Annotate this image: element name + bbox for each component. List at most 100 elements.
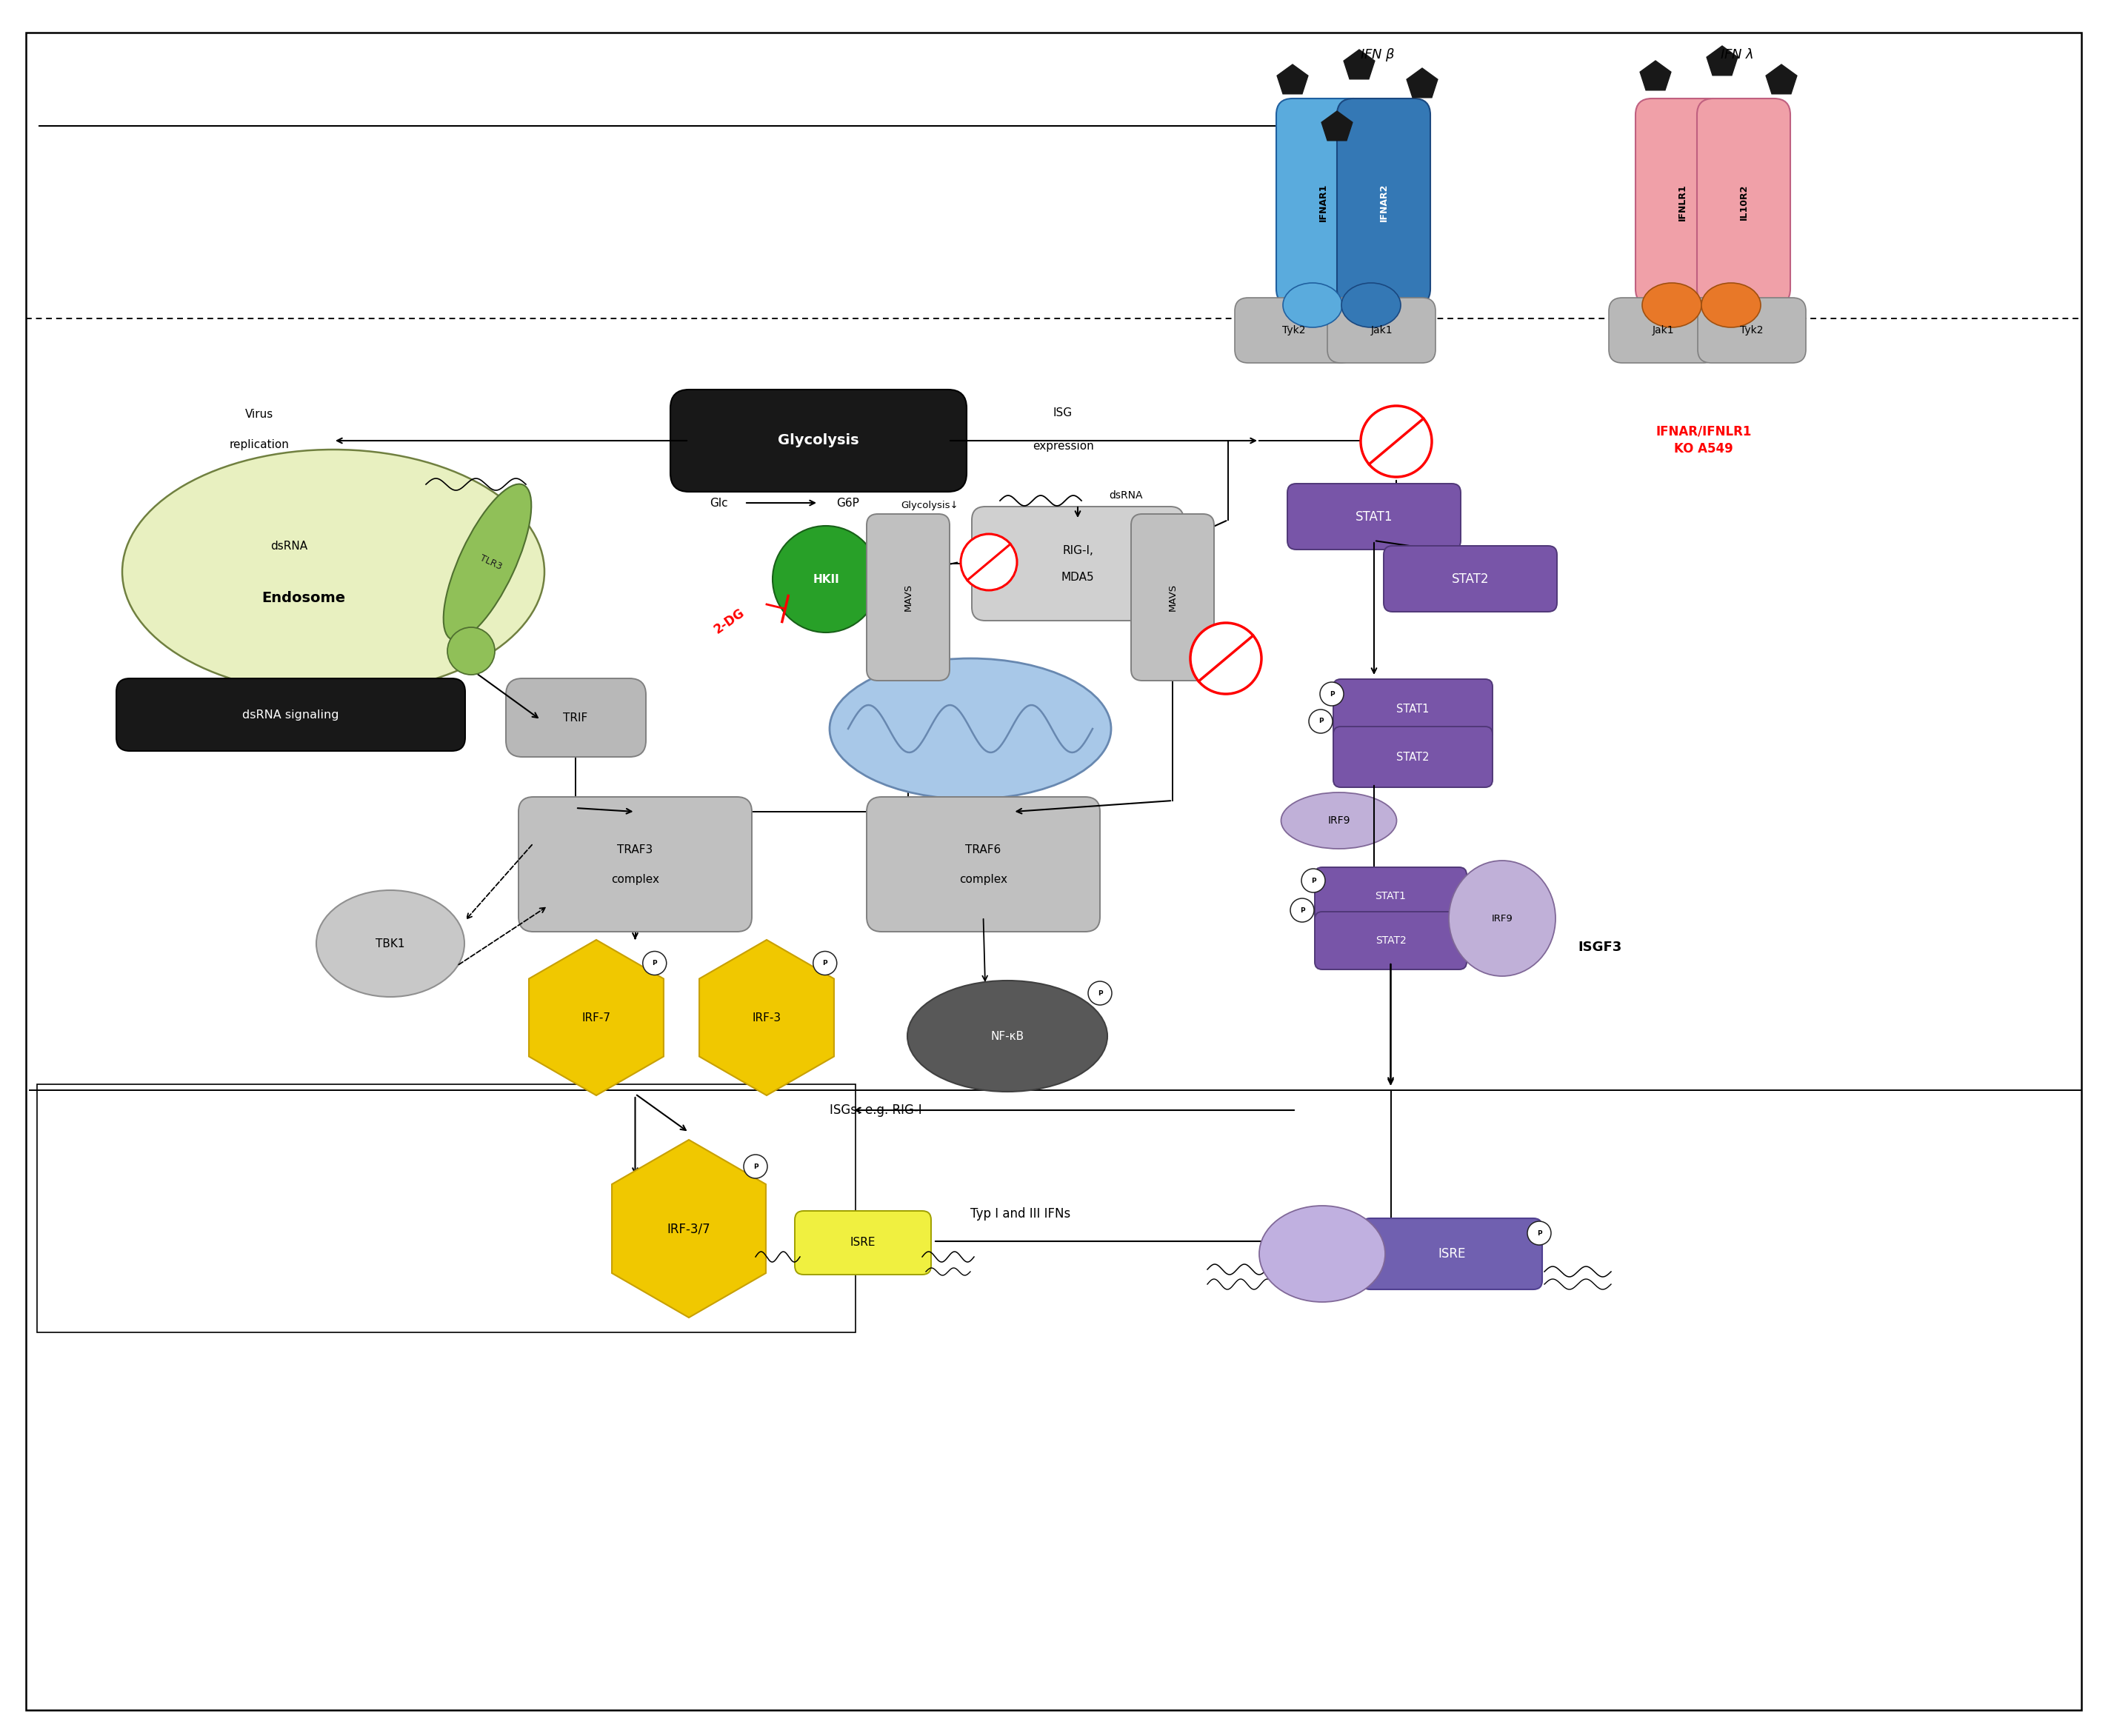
FancyBboxPatch shape (116, 679, 465, 752)
FancyBboxPatch shape (867, 514, 949, 681)
Text: TBK1: TBK1 (376, 937, 406, 950)
Ellipse shape (1643, 283, 1702, 328)
Ellipse shape (1281, 792, 1397, 849)
Text: IFNAR1: IFNAR1 (1319, 184, 1328, 220)
FancyBboxPatch shape (1328, 299, 1435, 363)
FancyBboxPatch shape (1698, 99, 1791, 306)
Text: HKII: HKII (812, 573, 839, 585)
Ellipse shape (1283, 283, 1342, 328)
Polygon shape (1406, 68, 1438, 97)
Text: ISGF3: ISGF3 (1577, 941, 1621, 953)
Text: Tyk2: Tyk2 (1740, 325, 1763, 335)
Circle shape (814, 951, 837, 976)
Circle shape (1302, 868, 1325, 892)
Text: dsRNA: dsRNA (271, 540, 307, 552)
FancyBboxPatch shape (1131, 514, 1213, 681)
Text: Typ I and III IFNs: Typ I and III IFNs (970, 1207, 1070, 1220)
Text: Endosome: Endosome (262, 590, 345, 604)
Ellipse shape (1342, 283, 1402, 328)
Polygon shape (1321, 111, 1353, 141)
Text: ISG: ISG (1053, 406, 1072, 418)
Ellipse shape (317, 891, 465, 996)
Text: TRAF3: TRAF3 (617, 844, 653, 856)
FancyBboxPatch shape (972, 507, 1184, 621)
Text: 2-DG: 2-DG (712, 606, 748, 637)
FancyBboxPatch shape (867, 797, 1099, 932)
Text: IFNAR/IFNLR1
KO A549: IFNAR/IFNLR1 KO A549 (1655, 425, 1753, 455)
Text: P: P (651, 960, 657, 967)
Ellipse shape (1260, 1207, 1385, 1302)
Ellipse shape (829, 658, 1112, 799)
Ellipse shape (448, 627, 495, 675)
Text: NF-κB: NF-κB (991, 1031, 1023, 1042)
Circle shape (1309, 710, 1332, 733)
Text: dsRNA signaling: dsRNA signaling (241, 708, 338, 720)
Text: ISGs: e.g. RIG-I: ISGs: e.g. RIG-I (829, 1104, 922, 1116)
Polygon shape (700, 939, 835, 1095)
Circle shape (1190, 623, 1262, 694)
Ellipse shape (123, 450, 545, 694)
Circle shape (744, 1154, 767, 1179)
Text: STAT1: STAT1 (1397, 705, 1429, 715)
Text: P: P (822, 960, 827, 967)
Text: TLR3: TLR3 (478, 552, 503, 571)
Circle shape (960, 535, 1017, 590)
Text: STAT1: STAT1 (1376, 891, 1406, 901)
FancyBboxPatch shape (1287, 484, 1461, 550)
Text: IRF9: IRF9 (1328, 816, 1351, 826)
Text: IRF-3: IRF-3 (753, 1012, 782, 1023)
FancyBboxPatch shape (1334, 727, 1492, 786)
Polygon shape (1345, 50, 1374, 80)
Circle shape (1319, 682, 1345, 707)
Text: MDA5: MDA5 (1061, 571, 1095, 583)
Text: P: P (1537, 1229, 1541, 1236)
Text: IRF-7: IRF-7 (581, 1012, 611, 1023)
Text: TRIF: TRIF (562, 712, 588, 724)
FancyBboxPatch shape (1336, 99, 1431, 306)
Text: Glc: Glc (710, 496, 727, 509)
Bar (38, 1085, 856, 1332)
Text: STAT2: STAT2 (1452, 573, 1488, 585)
Polygon shape (1706, 45, 1738, 75)
FancyBboxPatch shape (1609, 299, 1717, 363)
FancyBboxPatch shape (1698, 299, 1805, 363)
Circle shape (1290, 898, 1315, 922)
Ellipse shape (444, 484, 531, 641)
Text: complex: complex (960, 873, 1008, 885)
Text: P: P (1319, 719, 1323, 724)
Text: RIG-I,: RIG-I, (1061, 545, 1093, 556)
Ellipse shape (1448, 861, 1556, 976)
Text: IFN $\beta$: IFN $\beta$ (1359, 47, 1395, 62)
Text: Glycolysis↓: Glycolysis↓ (901, 500, 958, 510)
FancyBboxPatch shape (1334, 679, 1492, 740)
Text: ISRE: ISRE (1438, 1246, 1465, 1260)
Polygon shape (1640, 61, 1670, 90)
Text: MAVS: MAVS (1167, 583, 1177, 611)
Text: Tyk2: Tyk2 (1283, 325, 1306, 335)
Polygon shape (528, 939, 664, 1095)
Text: IFNLR1: IFNLR1 (1676, 184, 1687, 220)
Polygon shape (611, 1141, 765, 1318)
Text: Glycolysis: Glycolysis (778, 434, 858, 448)
Text: dsRNA: dsRNA (1110, 490, 1144, 500)
Text: IRF9: IRF9 (1492, 913, 1514, 924)
Text: IFNAR2: IFNAR2 (1378, 184, 1389, 220)
Text: complex: complex (611, 873, 660, 885)
Polygon shape (1277, 64, 1309, 94)
Text: TRAF6: TRAF6 (966, 844, 1002, 856)
FancyBboxPatch shape (518, 797, 753, 932)
Text: G6P: G6P (837, 496, 860, 509)
FancyBboxPatch shape (1235, 299, 1355, 363)
FancyBboxPatch shape (1277, 99, 1370, 306)
Text: replication: replication (228, 439, 290, 450)
Text: IL10R2: IL10R2 (1740, 184, 1748, 220)
Text: Jak1: Jak1 (1370, 325, 1393, 335)
Text: P: P (1330, 691, 1334, 698)
Ellipse shape (772, 526, 879, 632)
Ellipse shape (907, 981, 1108, 1092)
Circle shape (643, 951, 666, 976)
Text: P: P (1311, 877, 1315, 884)
Text: P: P (1097, 990, 1101, 996)
Text: IFN $\lambda$: IFN $\lambda$ (1721, 49, 1755, 61)
Text: P: P (753, 1163, 759, 1170)
